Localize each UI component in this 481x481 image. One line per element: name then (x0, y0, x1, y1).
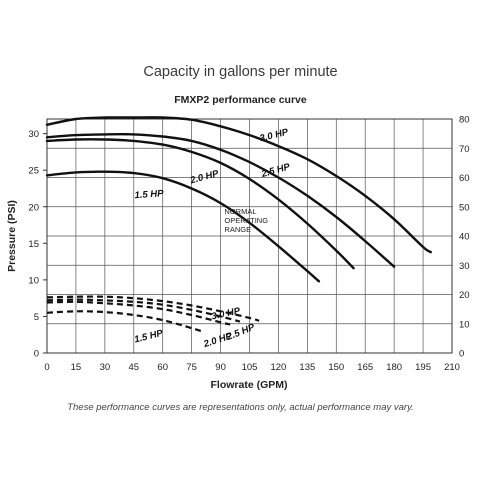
y2-tick-label: 80 (459, 115, 470, 126)
y-tick-label: 30 (28, 129, 39, 140)
curve-label: 1.5 HP (134, 188, 164, 201)
operating-range-label: RANGE (224, 225, 251, 234)
series-line-2-5-hp-dashed (46, 298, 241, 323)
series-line-1-5-hp-dashed (46, 310, 202, 333)
curve-label: 1.5 HP (133, 328, 164, 346)
y2-tick-label: 30 (459, 261, 470, 272)
x-tick-label: 210 (444, 362, 460, 373)
x-tick-label: 105 (242, 362, 258, 373)
x-tick-label: 30 (100, 362, 111, 373)
x-tick-label: 45 (128, 362, 139, 373)
y2-tick-label: 40 (459, 232, 470, 243)
footnote: These performance curves are representat… (67, 402, 414, 413)
y2-tick-label: 20 (459, 290, 470, 301)
page-title: Capacity in gallons per minute (143, 64, 338, 80)
x-tick-label: 15 (71, 362, 82, 373)
x-tick-label: 165 (357, 362, 373, 373)
x-tick-label: 60 (157, 362, 168, 373)
series-line-2-5-hp-solid (45, 132, 396, 268)
y-tick-label: 15 (28, 239, 39, 250)
x-tick-label: 150 (328, 362, 344, 373)
y-tick-label: 0 (34, 349, 39, 360)
y2-tick-label: 0 (459, 349, 464, 360)
operating-range-label: OPERATING (224, 216, 268, 225)
x-tick-label: 0 (44, 362, 49, 373)
series-line-1-5-hp-solid (45, 170, 321, 283)
y-tick-label: 10 (28, 275, 39, 286)
operating-range-label: NORMAL (224, 207, 256, 216)
y2-tick-label: 50 (459, 202, 470, 213)
x-axis-label: Flowrate (GPM) (210, 379, 287, 391)
x-tick-label: 120 (270, 362, 286, 373)
x-tick-label: 75 (186, 362, 197, 373)
y2-tick-label: 70 (459, 144, 470, 155)
y-tick-label: 20 (28, 202, 39, 213)
series-line-2-0-hp-solid (45, 138, 355, 270)
tick-labels: 0 15 30 45 60 75 90 105 120 135 150 165 180 195 210010… (28, 115, 469, 374)
y2-tick-label: 10 (459, 319, 470, 330)
curves (45, 116, 432, 333)
series-line-2-0-hp-dashed (46, 300, 231, 326)
y2-tick-label: 60 (459, 173, 470, 184)
x-tick-label: 195 (415, 362, 431, 373)
x-tick-label: 90 (215, 362, 226, 373)
series-line-3-0-hp-dashed (46, 295, 260, 322)
curve-label: 2.0 HP (201, 330, 234, 350)
curve-label: 2.0 HP (188, 168, 221, 187)
x-tick-label: 135 (299, 362, 315, 373)
x-tick-label: 180 (386, 362, 402, 373)
y-tick-label: 25 (28, 166, 39, 177)
curve-label: 3.0 HP (259, 127, 290, 145)
chart-subtitle: FMXP2 performance curve (174, 94, 307, 106)
plot-frame (46, 118, 453, 354)
y-axis-label: Pressure (PSI) (6, 200, 18, 272)
series-line-3-0-hp-solid (45, 116, 432, 254)
y-tick-label: 5 (34, 312, 39, 323)
